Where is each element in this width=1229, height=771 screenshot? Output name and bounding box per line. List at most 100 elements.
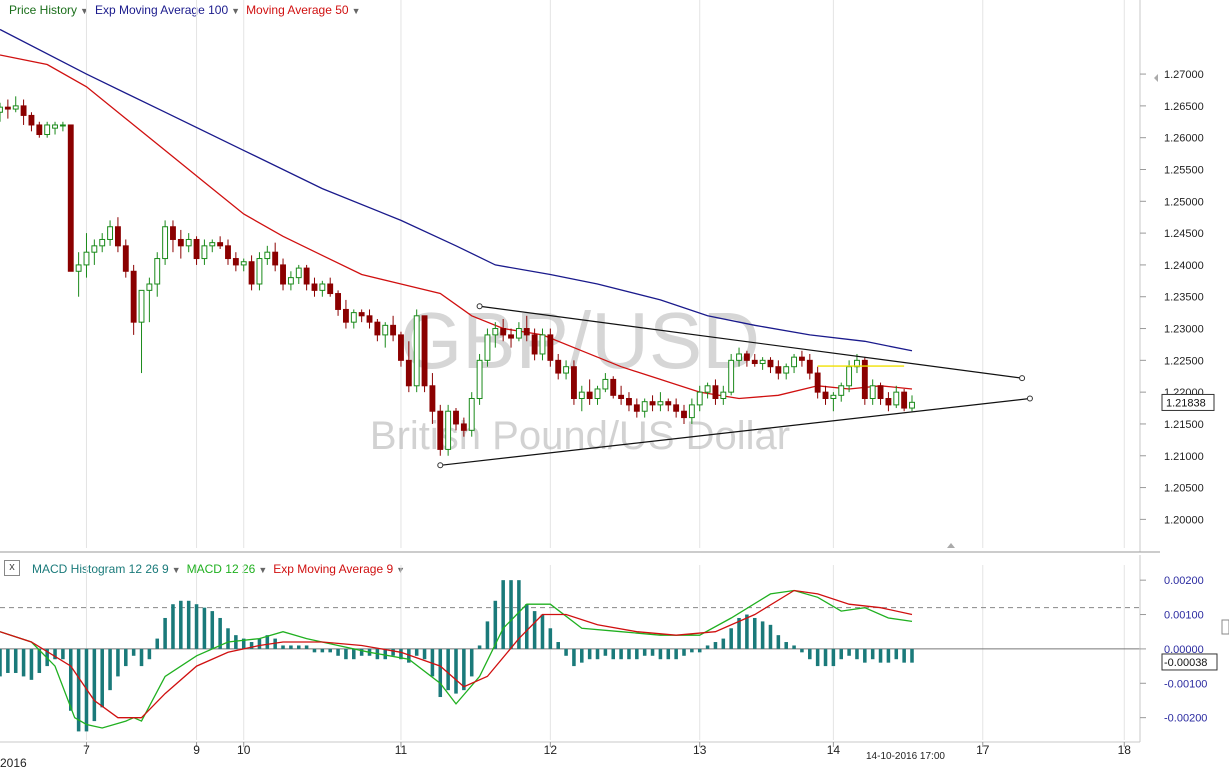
macd-histogram-bar bbox=[446, 648, 450, 691]
candle-body bbox=[154, 258, 161, 285]
macd-histogram-bar bbox=[658, 648, 663, 660]
candle-body bbox=[382, 324, 389, 336]
macd-legend-item-2[interactable]: Exp Moving Average 9 bbox=[273, 562, 394, 576]
macd-histogram-bar bbox=[147, 648, 152, 660]
macd-histogram-bar bbox=[564, 648, 568, 656]
candle-body bbox=[555, 359, 562, 374]
candle-body bbox=[822, 391, 829, 400]
candle-body bbox=[830, 394, 837, 400]
macd-histogram-bar bbox=[359, 648, 364, 656]
macd-histogram-bar bbox=[92, 648, 97, 722]
macd-histogram-bar bbox=[407, 648, 411, 663]
price-legend-item-2[interactable]: Moving Average 50 bbox=[246, 3, 349, 17]
candle-body bbox=[877, 385, 884, 400]
candle-body bbox=[460, 423, 467, 431]
macd-histogram-bar bbox=[304, 645, 309, 649]
chevron-down-icon[interactable]: ▼ bbox=[171, 565, 181, 575]
candle-body bbox=[901, 391, 908, 409]
candle-body bbox=[36, 124, 43, 136]
candle-body bbox=[445, 410, 452, 450]
candle-body bbox=[264, 251, 271, 260]
xtick-label: 13 bbox=[693, 743, 707, 757]
candle-body bbox=[681, 410, 687, 419]
price-legend-item-0[interactable]: Price History bbox=[9, 3, 78, 17]
candle-body bbox=[287, 277, 294, 285]
macd-legend: MACD Histogram 12 26 9 ▼ MACD 12 26 ▼ Exp Mo… bbox=[32, 562, 411, 576]
macd-legend-item-0[interactable]: MACD Histogram 12 26 9 bbox=[32, 562, 169, 576]
macd-histogram-bar bbox=[509, 580, 513, 649]
macd-histogram-bar bbox=[587, 648, 592, 660]
candle-body bbox=[350, 312, 357, 323]
candle-body bbox=[232, 258, 239, 266]
macd-histogram-bar bbox=[792, 645, 796, 649]
candle-body bbox=[59, 124, 66, 127]
macd-histogram-bar bbox=[682, 648, 686, 656]
candle-body bbox=[641, 401, 648, 412]
candle-body bbox=[626, 398, 632, 406]
candle-body bbox=[838, 385, 845, 396]
candle-body bbox=[673, 404, 680, 412]
macd-histogram-bar bbox=[737, 617, 741, 649]
macd-histogram-bar bbox=[320, 648, 325, 653]
macd-histogram-bar bbox=[800, 648, 804, 653]
xtick-label: 11 bbox=[395, 743, 408, 757]
macd-histogram-bar bbox=[352, 648, 356, 660]
macd-histogram-bar bbox=[635, 648, 639, 660]
candle-body bbox=[759, 359, 766, 365]
macd-histogram-bar bbox=[76, 648, 81, 732]
price-legend-item-1[interactable]: Exp Moving Average 100 bbox=[94, 3, 229, 17]
chevron-down-icon[interactable]: ▼ bbox=[258, 565, 268, 575]
candle-body bbox=[28, 114, 35, 126]
candle-body bbox=[107, 226, 114, 240]
macd-legend-item-1[interactable]: MACD 12 26 bbox=[186, 562, 256, 576]
candle-body bbox=[696, 391, 703, 406]
candle-body bbox=[342, 308, 349, 323]
candle-body bbox=[4, 106, 11, 110]
close-indicator-button[interactable]: x bbox=[4, 560, 20, 576]
macd-histogram-bar bbox=[863, 648, 867, 663]
macd-histogram-bar bbox=[234, 635, 238, 649]
xtick-label: 18 bbox=[1118, 743, 1132, 757]
macd-histogram-bar bbox=[532, 611, 537, 649]
price-legend: Price History ▼ Exp Moving Average 100 ▼ Mov… bbox=[9, 3, 367, 17]
candle-body bbox=[358, 312, 365, 317]
macd-histogram-bar bbox=[580, 648, 584, 663]
macd-line bbox=[0, 589, 913, 729]
candle-body bbox=[185, 238, 192, 247]
trendline-handle bbox=[1026, 395, 1033, 402]
price-marker-icon bbox=[1154, 74, 1158, 82]
candle-body bbox=[162, 226, 169, 260]
macd-histogram-bar bbox=[839, 648, 844, 660]
xtick-label: 7 bbox=[83, 743, 90, 757]
candle-body bbox=[720, 391, 727, 400]
macd-histogram-bar bbox=[729, 628, 733, 649]
candle-body bbox=[618, 394, 625, 400]
candle-body bbox=[272, 251, 279, 266]
macd-last-label: -0.00038 bbox=[1164, 657, 1207, 669]
chevron-down-icon[interactable]: ▼ bbox=[231, 6, 241, 16]
candle-body bbox=[563, 366, 570, 374]
candle-body bbox=[468, 398, 475, 431]
macd-histogram-bar bbox=[414, 648, 419, 656]
chevron-down-icon[interactable]: ▼ bbox=[351, 6, 361, 16]
macd-histogram-bar bbox=[595, 648, 600, 660]
candle-body bbox=[476, 359, 483, 400]
macd-histogram-bar bbox=[202, 607, 207, 649]
candle-body bbox=[657, 401, 664, 406]
trendline bbox=[479, 305, 1023, 379]
candle-body bbox=[327, 283, 334, 295]
macd-histogram-bar bbox=[249, 642, 254, 649]
chevron-down-icon[interactable]: ▼ bbox=[80, 6, 89, 16]
candle-body bbox=[405, 359, 412, 387]
macd-histogram-bar bbox=[281, 645, 285, 649]
price-ytick-label: 1.23500 bbox=[1164, 292, 1204, 304]
macd-histogram-bar bbox=[477, 645, 482, 649]
macd-histogram-bar bbox=[776, 635, 781, 649]
macd-histogram-bar bbox=[815, 648, 820, 667]
macd-histogram-bar bbox=[438, 648, 443, 698]
candle-body bbox=[814, 372, 821, 393]
candle-body bbox=[177, 238, 184, 247]
candle-body bbox=[248, 261, 255, 285]
macd-histogram-bar bbox=[705, 645, 710, 649]
candle-body bbox=[531, 334, 538, 355]
